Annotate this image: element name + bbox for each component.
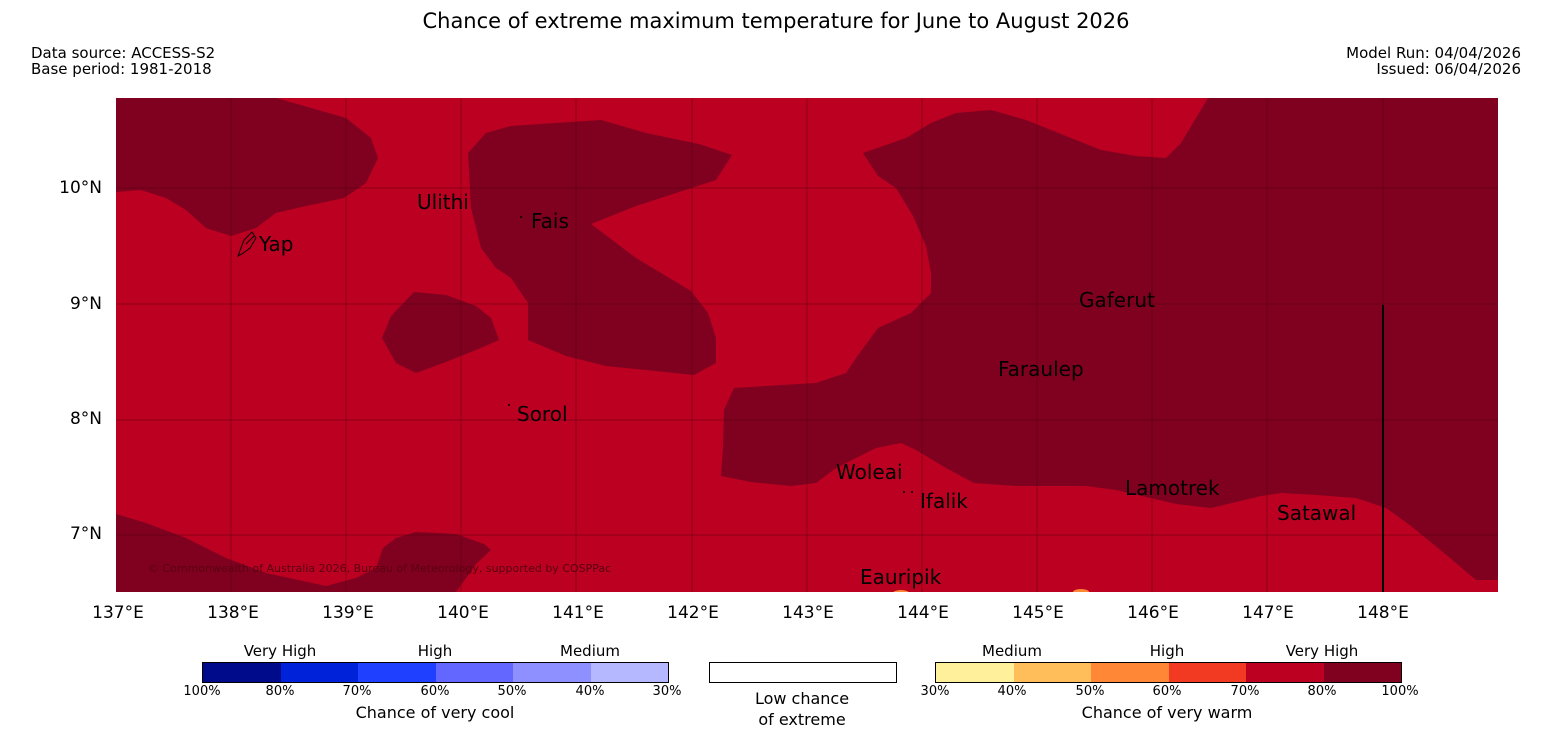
cool-tick-60: 60% (420, 684, 450, 699)
very-high-region-nw (116, 98, 378, 236)
cool-tick-80: 80% (265, 684, 295, 699)
cool-tick-30: 30% (652, 684, 682, 699)
warm-cat-high: High (1149, 642, 1185, 660)
place-eauripik: Eauripik (860, 565, 942, 589)
cool-cat-very-high: Very High (243, 642, 317, 660)
neutral-line-1: Low chance (754, 689, 850, 708)
lon-label-140e: 140°E (437, 603, 489, 623)
very-high-region-sw (116, 514, 491, 592)
data-source: Data source: ACCESS-S2 (31, 44, 216, 62)
lat-label-9n: 9°N (69, 294, 102, 314)
lat-label-7n: 7°N (69, 524, 102, 544)
very-high-region-small (382, 292, 499, 373)
forecast-map[interactable]: © Commonwealth of Australia 2026, Bureau… (116, 98, 1498, 592)
ifalik-island-marker-2 (911, 491, 913, 493)
cool-colorbar (202, 662, 669, 683)
run-info: Model Run: 04/04/2026 Issued: 06/04/2026 (1346, 45, 1521, 77)
lon-label-137e: 137°E (92, 603, 144, 623)
neutral-line-2: of extreme (758, 710, 846, 729)
cool-cat-medium: Medium (560, 642, 620, 660)
place-lamotrek: Lamotrek (1125, 476, 1220, 500)
lat-label-10n: 10°N (59, 178, 102, 198)
warm-cat-medium: Medium (982, 642, 1042, 660)
cool-tick-100: 100% (183, 684, 221, 699)
neutral-legend-label: Low chance of extreme (702, 688, 902, 730)
warm-tick-100: 100% (1381, 684, 1419, 699)
data-info: Data source: ACCESS-S2 Base period: 1981… (31, 45, 215, 77)
place-gaferut: Gaferut (1079, 288, 1155, 312)
warm-swatch-80-100 (1323, 663, 1401, 682)
warm-tick-40: 40% (997, 684, 1027, 699)
cool-swatch-40-30 (590, 663, 668, 682)
lon-label-139e: 139°E (322, 603, 374, 623)
warm-legend-title: Chance of very warm (1081, 703, 1253, 722)
warm-medium-speck-east (1073, 589, 1089, 592)
lon-label-148e: 148°E (1357, 603, 1409, 623)
cool-swatch-60-50 (435, 663, 513, 682)
warm-cat-very-high: Very High (1285, 642, 1359, 660)
warm-swatch-70-80 (1246, 663, 1324, 682)
lon-label-144e: 144°E (897, 603, 949, 623)
lat-label-8n: 8°N (69, 409, 102, 429)
lon-label-143e: 143°E (782, 603, 834, 623)
lon-label-145e: 145°E (1012, 603, 1064, 623)
place-ulithi: Ulithi (417, 190, 469, 214)
cool-swatch-50-40 (513, 663, 591, 682)
warm-swatch-40-50 (1013, 663, 1091, 682)
warm-swatch-60-70 (1168, 663, 1246, 682)
warm-swatch-50-60 (1091, 663, 1169, 682)
very-high-region-east (721, 98, 1498, 580)
neutral-colorbar (709, 662, 897, 683)
lon-label-138e: 138°E (207, 603, 259, 623)
cool-tick-70: 70% (342, 684, 372, 699)
cool-tick-40: 40% (575, 684, 605, 699)
fais-island-marker (520, 216, 522, 218)
warm-tick-30: 30% (920, 684, 950, 699)
cool-tick-50: 50% (497, 684, 527, 699)
chart-title: Chance of extreme maximum temperature fo… (422, 9, 1130, 33)
warm-tick-70: 70% (1230, 684, 1260, 699)
lon-label-147e: 147°E (1242, 603, 1294, 623)
warm-tick-50: 50% (1075, 684, 1105, 699)
very-high-region-central (468, 120, 732, 375)
cool-cat-high: High (417, 642, 453, 660)
copyright-notice: © Commonwealth of Australia 2026, Bureau… (148, 562, 612, 575)
gridlines (116, 98, 1498, 592)
cool-swatch-80-70 (280, 663, 358, 682)
lon-label-146e: 146°E (1127, 603, 1179, 623)
model-run: Model Run: 04/04/2026 (1346, 44, 1521, 62)
place-yap: Yap (259, 232, 294, 256)
place-ifalik: Ifalik (920, 489, 968, 513)
issued-date: Issued: 06/04/2026 (1376, 60, 1521, 78)
warm-swatch-30-40 (936, 663, 1014, 682)
cool-legend-title: Chance of very cool (355, 703, 515, 722)
map-canvas (116, 98, 1498, 592)
base-period: Base period: 1981-2018 (31, 60, 212, 78)
place-sorol: Sorol (517, 402, 568, 426)
cool-swatch-100-80 (203, 663, 281, 682)
warm-tick-60: 60% (1152, 684, 1182, 699)
place-fais: Fais (531, 209, 569, 233)
lon-label-142e: 142°E (667, 603, 719, 623)
ifalik-island-marker (903, 491, 905, 493)
place-satawal: Satawal (1277, 501, 1357, 525)
warm-colorbar (935, 662, 1402, 683)
cool-swatch-70-60 (358, 663, 436, 682)
place-faraulep: Faraulep (998, 357, 1084, 381)
warm-tick-80: 80% (1307, 684, 1337, 699)
yap-island-outline (237, 231, 257, 258)
lon-label-141e: 141°E (552, 603, 604, 623)
sorol-island-marker (508, 404, 510, 406)
place-woleai: Woleai (836, 460, 903, 484)
warm-medium-speck (893, 590, 909, 592)
